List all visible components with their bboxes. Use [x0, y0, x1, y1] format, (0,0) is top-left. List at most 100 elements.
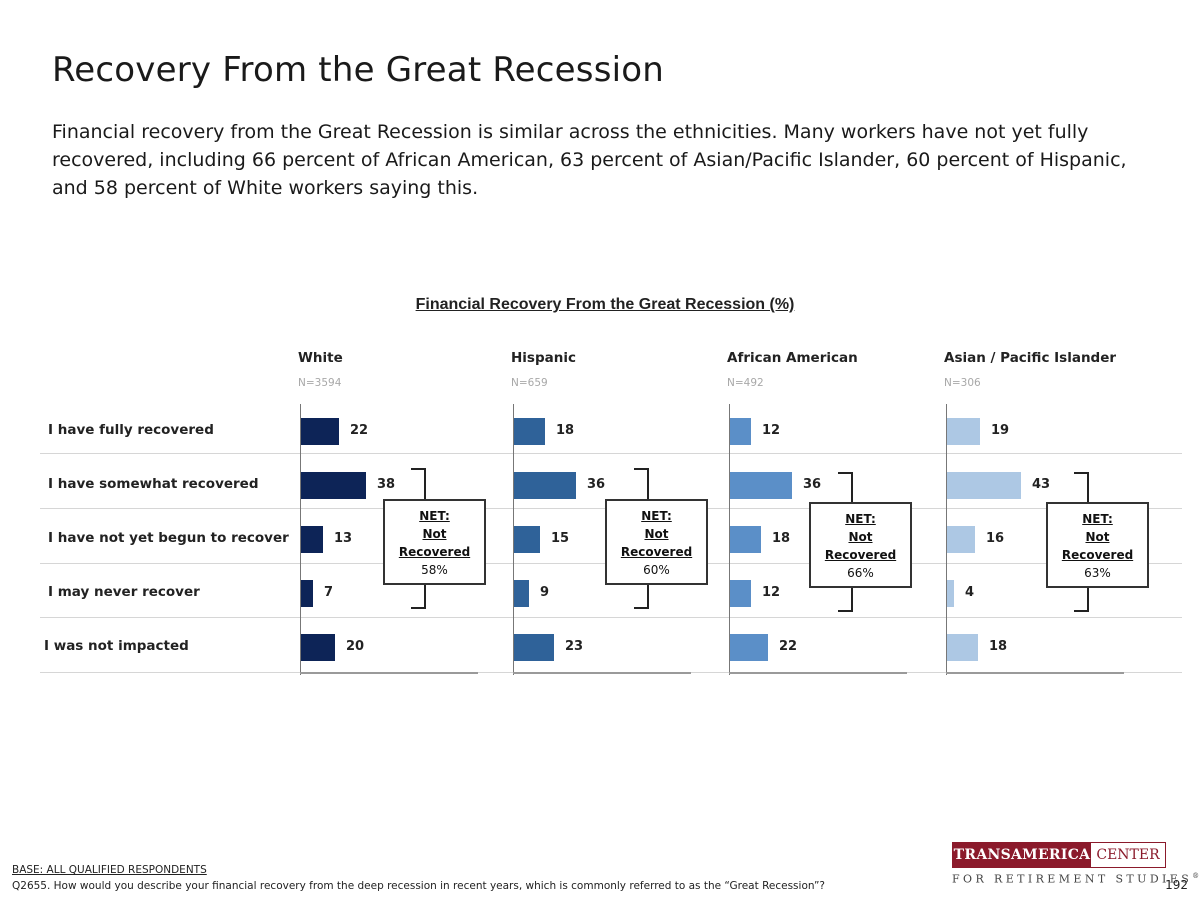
bar: [301, 525, 323, 553]
bar-value-label: 22: [779, 639, 798, 654]
transamerica-logo: TRANSAMERICA CENTER FOR RETIREMENT STUDI…: [952, 842, 1199, 886]
bar: [947, 579, 954, 607]
bar-value-label: 9: [540, 585, 550, 600]
group-axis-line: [729, 404, 730, 675]
bar-value-label: 22: [350, 423, 369, 438]
bracket-bottom: [409, 585, 429, 609]
net-sub-label: Not: [1085, 530, 1110, 544]
net-sub-label: Not: [422, 527, 447, 541]
bar: [301, 633, 335, 661]
bracket-bottom: [632, 585, 652, 609]
net-label: NET:: [419, 509, 450, 523]
bar-value-label: 12: [762, 423, 781, 438]
net-sub-label: Not: [848, 530, 873, 544]
group-header: African American: [727, 350, 858, 366]
bar-value-label: 18: [772, 531, 791, 546]
net-value: 58%: [421, 563, 448, 577]
bar-value-label: 4: [965, 585, 975, 600]
bar: [947, 471, 1021, 499]
net-sub-label: Recovered: [620, 545, 693, 559]
bar-value-label: 12: [762, 585, 781, 600]
bar: [514, 417, 545, 445]
row-label: I may never recover: [48, 584, 200, 600]
bar-value-label: 38: [377, 477, 396, 492]
net-sub-label: Recovered: [398, 545, 471, 559]
bar-value-label: 18: [556, 423, 575, 438]
logo-registered-mark: ®: [1192, 872, 1200, 880]
net-label: NET:: [641, 509, 672, 523]
net-not-recovered-box: NET: Not Recovered 66%: [809, 502, 912, 588]
row-separator: [40, 453, 1182, 454]
net-label: NET:: [845, 512, 876, 526]
bar: [730, 633, 768, 661]
bracket-top: [632, 468, 652, 499]
bar-value-label: 13: [334, 531, 353, 546]
group-baseline: [729, 672, 907, 674]
group-header: White: [298, 350, 343, 366]
bar: [947, 633, 978, 661]
group-header: Asian / Pacific Islander: [944, 350, 1117, 366]
net-value: 60%: [643, 563, 670, 577]
bar: [730, 525, 761, 553]
bar: [514, 633, 554, 661]
bar: [730, 471, 792, 499]
row-label: I have not yet begun to recover: [48, 530, 289, 546]
bar: [514, 525, 540, 553]
bar-value-label: 16: [986, 531, 1005, 546]
bracket-bottom: [836, 588, 856, 612]
bar: [301, 579, 313, 607]
row-separator: [40, 617, 1182, 618]
group-baseline: [946, 672, 1124, 674]
net-sub-label: Recovered: [1061, 548, 1134, 562]
bracket-top: [836, 472, 856, 502]
net-not-recovered-box: NET: Not Recovered 58%: [383, 499, 486, 585]
group-baseline: [513, 672, 691, 674]
group-sample-size: N=492: [727, 377, 764, 389]
bar: [301, 471, 366, 499]
group-sample-size: N=3594: [298, 377, 342, 389]
row-label: I have fully recovered: [48, 422, 214, 438]
group-axis-line: [946, 404, 947, 675]
bar-value-label: 7: [324, 585, 334, 600]
logo-tagline: FOR RETIREMENT STUDIES: [952, 872, 1193, 886]
logo-name-b: CENTER: [1096, 847, 1160, 863]
bracket-top: [409, 468, 429, 499]
group-axis-line: [300, 404, 301, 675]
page-number: 192: [1165, 878, 1188, 892]
bar-value-label: 15: [551, 531, 570, 546]
bar-value-label: 43: [1032, 477, 1051, 492]
net-value: 63%: [1084, 566, 1111, 580]
bar-value-label: 19: [991, 423, 1010, 438]
net-not-recovered-box: NET: Not Recovered 60%: [605, 499, 708, 585]
net-sub-label: Recovered: [824, 548, 897, 562]
net-label: NET:: [1082, 512, 1113, 526]
bar: [947, 525, 975, 553]
bar-value-label: 18: [989, 639, 1008, 654]
bar: [514, 471, 576, 499]
page-title: Recovery From the Great Recession: [52, 50, 665, 90]
chart-title: Financial Recovery From the Great Recess…: [415, 296, 795, 313]
row-label: I have somewhat recovered: [48, 476, 259, 492]
net-not-recovered-box: NET: Not Recovered 63%: [1046, 502, 1149, 588]
group-sample-size: N=659: [511, 377, 548, 389]
net-value: 66%: [847, 566, 874, 580]
group-axis-line: [513, 404, 514, 675]
bar: [301, 417, 339, 445]
bracket-top: [1072, 472, 1092, 502]
footer-base-note: BASE: ALL QUALIFIED RESPONDENTS: [12, 864, 207, 876]
bar-value-label: 23: [565, 639, 584, 654]
bar: [730, 417, 751, 445]
row-label: I was not impacted: [44, 638, 189, 654]
logo-name-a: TRANSAMERICA: [953, 843, 1091, 867]
bar: [730, 579, 751, 607]
group-sample-size: N=306: [944, 377, 981, 389]
bar-value-label: 20: [346, 639, 365, 654]
bar-value-label: 36: [803, 477, 822, 492]
group-baseline: [300, 672, 478, 674]
group-header: Hispanic: [511, 350, 576, 366]
bracket-bottom: [1072, 588, 1092, 612]
bar-value-label: 36: [587, 477, 606, 492]
net-sub-label: Not: [644, 527, 669, 541]
footer-question-note: Q2655. How would you describe your finan…: [12, 880, 825, 892]
bar: [514, 579, 529, 607]
